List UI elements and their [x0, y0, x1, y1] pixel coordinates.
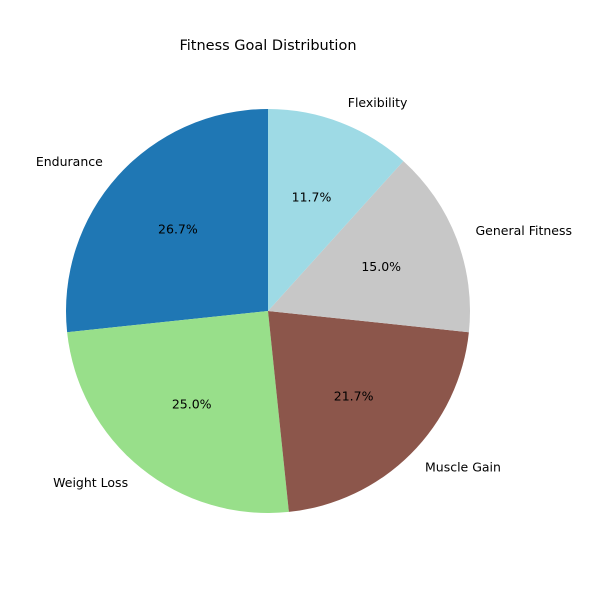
pie-slice-muscle-gain	[268, 311, 469, 512]
pie-labels: Endurance 26.7% Weight Loss 25.0% Muscle Gai…	[36, 95, 572, 490]
pct-label-muscle-gain: 21.7%	[334, 388, 374, 403]
pct-label-flexibility: 11.7%	[292, 189, 332, 204]
pct-label-weight-loss: 25.0%	[172, 397, 212, 412]
pie-slice-flexibility	[268, 109, 404, 311]
slice-label-flexibility: Flexibility	[348, 95, 408, 110]
pct-label-endurance: 26.7%	[158, 221, 198, 236]
pie-slices	[65, 109, 470, 514]
slice-label-weight-loss: Weight Loss	[53, 475, 128, 490]
slice-label-muscle-gain: Muscle Gain	[425, 460, 501, 475]
pie-slice-endurance	[65, 109, 268, 333]
pie-slice-weight-loss	[67, 311, 289, 514]
slice-label-general-fitness: General Fitness	[476, 223, 573, 238]
pie-slice-general-fitness	[268, 161, 470, 333]
chart-title: Fitness Goal Distribution	[179, 38, 356, 54]
slice-label-endurance: Endurance	[36, 154, 103, 169]
pct-label-general-fitness: 15.0%	[361, 259, 401, 274]
